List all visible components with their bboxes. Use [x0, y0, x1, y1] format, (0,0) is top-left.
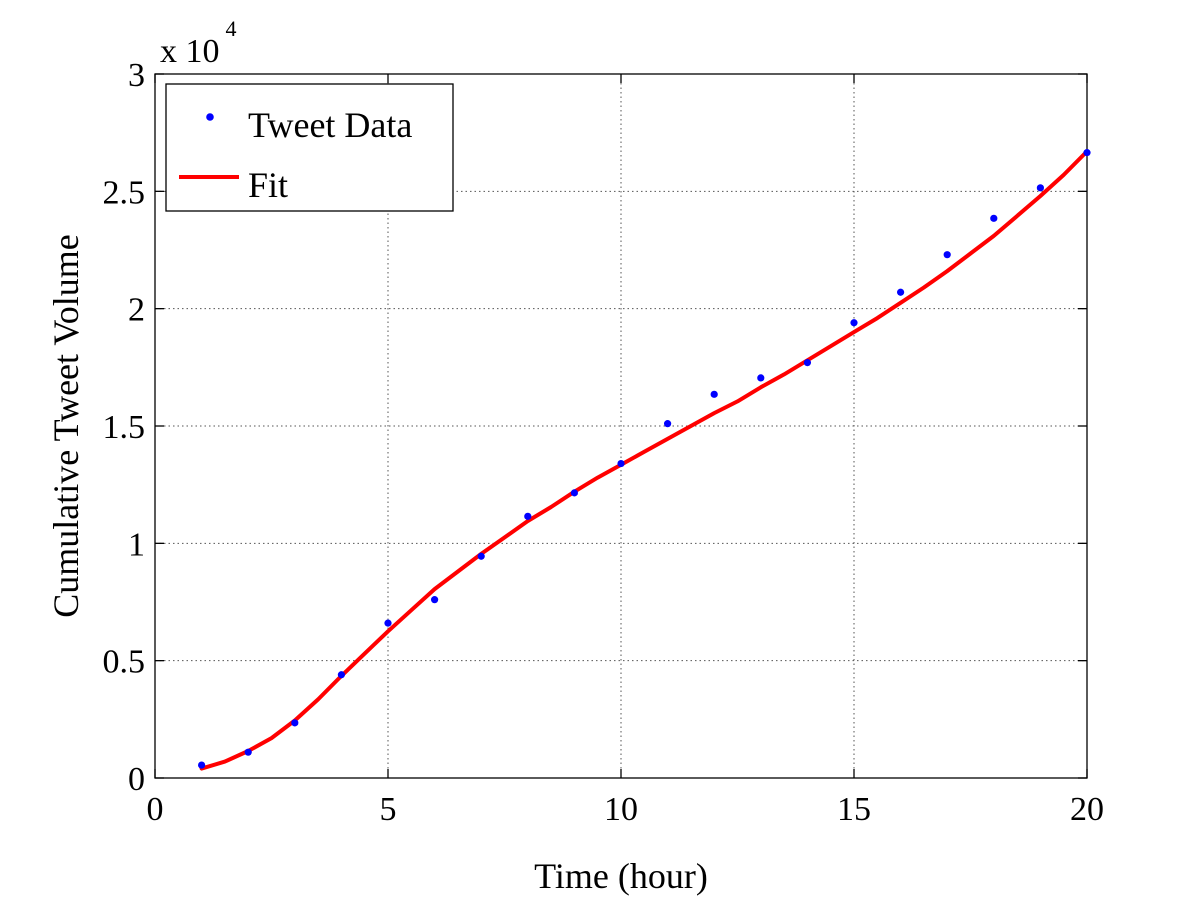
data-point [338, 671, 345, 678]
fit-series [202, 151, 1087, 768]
x-tick-label: 5 [380, 791, 397, 828]
data-point [524, 513, 531, 520]
x-tick-label: 0 [147, 791, 164, 828]
data-point [944, 251, 951, 258]
legend: Tweet Data Fit [166, 84, 453, 211]
y-tick-label: 0.5 [103, 644, 146, 681]
data-point [1083, 149, 1090, 156]
y-tick-label: 3 [128, 57, 145, 94]
x-tick-label: 10 [604, 791, 638, 828]
x-tick-label: 20 [1070, 791, 1104, 828]
data-point [804, 359, 811, 366]
tweet-data-series [198, 149, 1091, 769]
x-tick-label: 15 [837, 791, 871, 828]
y-tick-label: 1 [128, 526, 145, 563]
data-point [478, 553, 485, 560]
data-point [757, 374, 764, 381]
y-axis-multiplier: x 104 [160, 16, 237, 70]
y-tick-label: 2.5 [103, 174, 146, 211]
y-axis-label: Cumulative Tweet Volume [46, 234, 86, 617]
data-point [850, 319, 857, 326]
data-point [897, 289, 904, 296]
x-tick-labels: 0 5 10 15 20 [147, 791, 1105, 828]
data-point [245, 749, 252, 756]
data-point [571, 489, 578, 496]
data-point [384, 620, 391, 627]
data-point [711, 391, 718, 398]
fit-line [202, 151, 1087, 768]
y-tick-label: 1.5 [103, 409, 146, 446]
y-multiplier-exponent: 4 [226, 16, 237, 41]
data-point [198, 761, 205, 768]
data-point [431, 596, 438, 603]
legend-box [166, 84, 453, 211]
y-tick-label: 0 [128, 761, 145, 798]
data-point [291, 719, 298, 726]
data-point [1037, 184, 1044, 191]
legend-label-fit: Fit [248, 165, 288, 205]
x-axis-label: Time (hour) [534, 856, 708, 896]
y-tick-label: 2 [128, 292, 145, 329]
legend-marker-tweet-data [206, 113, 214, 121]
y-multiplier-base: x 10 [160, 33, 220, 70]
data-point [664, 420, 671, 427]
legend-label-tweet-data: Tweet Data [248, 105, 412, 145]
data-point [990, 215, 997, 222]
y-tick-labels: 0 0.5 1 1.5 2 2.5 3 [103, 57, 146, 798]
data-point [617, 460, 624, 467]
